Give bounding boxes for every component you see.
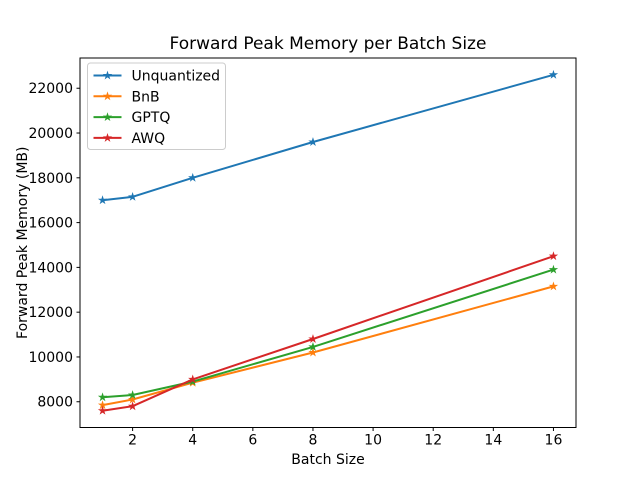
star-marker bbox=[97, 195, 108, 205]
legend-box bbox=[87, 62, 226, 150]
star-marker bbox=[308, 334, 318, 344]
star-marker bbox=[97, 392, 108, 402]
y-tick-label: 18000 bbox=[28, 171, 73, 187]
star-marker bbox=[127, 191, 138, 201]
star-marker bbox=[127, 394, 138, 404]
legend-label: AWQ bbox=[132, 131, 166, 147]
y-tick-label: 20000 bbox=[28, 126, 73, 142]
x-tick-label: 14 bbox=[484, 433, 502, 449]
star-marker bbox=[308, 137, 318, 146]
plot-border bbox=[79, 57, 577, 428]
y-tick-label: 8000 bbox=[37, 395, 73, 411]
legend-entry-gptq: GPTQ bbox=[93, 110, 171, 126]
y-ticks: 8000 10000 12000 14000 16000 18000 20000 22000 bbox=[28, 81, 80, 411]
legend-entry-unquantized: Unquantized bbox=[93, 69, 221, 85]
x-tick-label: 8 bbox=[309, 433, 318, 449]
x-ticks: 2 4 6 8 10 12 14 16 bbox=[128, 427, 563, 449]
legend-star-marker bbox=[102, 70, 113, 80]
x-tick-label: 12 bbox=[424, 433, 442, 449]
y-tick-label: 14000 bbox=[28, 260, 73, 276]
axes-layer: 2 4 6 8 10 12 14 16 8000 10000 12000 14000 16000 1800… bbox=[28, 57, 577, 449]
x-tick-label: 2 bbox=[128, 433, 137, 449]
legend-entry-awq: AWQ bbox=[93, 131, 166, 147]
star-marker bbox=[127, 390, 138, 399]
legend: Unquantized BnB GPTQ AWQ bbox=[87, 62, 226, 150]
y-tick-label: 22000 bbox=[28, 81, 73, 97]
x-tick-label: 4 bbox=[188, 433, 197, 449]
star-marker bbox=[308, 341, 318, 351]
star-marker bbox=[97, 400, 108, 410]
y-axis-label: Forward Peak Memory (MB) bbox=[15, 147, 31, 339]
x-tick-label: 6 bbox=[248, 433, 257, 449]
x-axis-label: Batch Size bbox=[291, 452, 364, 468]
legend-label: Unquantized bbox=[132, 69, 221, 85]
x-tick-label: 10 bbox=[364, 433, 382, 449]
star-marker bbox=[97, 405, 108, 415]
star-marker bbox=[308, 347, 318, 357]
star-marker bbox=[188, 374, 198, 384]
series-unquantized bbox=[97, 69, 559, 205]
legend-label: BnB bbox=[132, 89, 160, 105]
legend-label: GPTQ bbox=[132, 110, 171, 126]
x-tick-label: 16 bbox=[545, 433, 563, 449]
legend-star-marker bbox=[102, 112, 113, 122]
y-tick-label: 10000 bbox=[28, 350, 73, 366]
star-marker bbox=[548, 69, 559, 79]
legend-star-marker bbox=[102, 133, 113, 142]
star-marker bbox=[548, 281, 559, 291]
legend-star-marker bbox=[102, 91, 113, 101]
chart-title: Forward Peak Memory per Batch Size bbox=[170, 34, 487, 54]
legend-entry-bnb: BnB bbox=[93, 89, 160, 105]
star-marker bbox=[548, 251, 559, 261]
y-tick-label: 16000 bbox=[28, 216, 73, 232]
star-marker bbox=[548, 264, 559, 274]
series-awq bbox=[97, 251, 559, 415]
y-tick-label: 12000 bbox=[28, 305, 73, 321]
star-marker bbox=[127, 401, 138, 411]
star-marker bbox=[188, 172, 198, 182]
